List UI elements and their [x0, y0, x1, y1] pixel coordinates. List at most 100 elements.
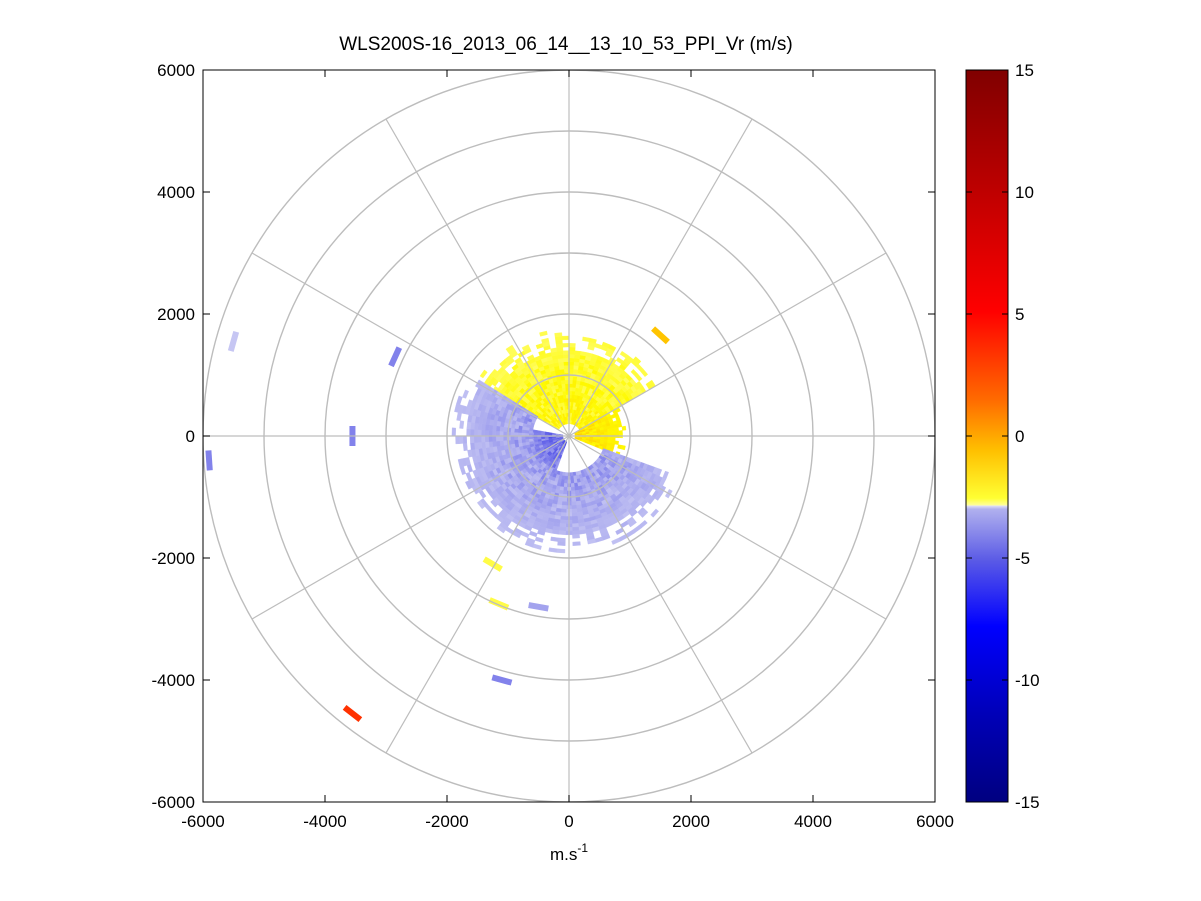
velocity-cell — [572, 541, 581, 546]
velocity-cell — [561, 501, 567, 506]
velocity-cell — [568, 364, 575, 370]
x-tick-label: 4000 — [794, 812, 832, 831]
velocity-cell — [568, 346, 576, 352]
velocity-cell — [473, 429, 478, 437]
x-axis-label-base: m.s — [550, 845, 577, 864]
velocity-cell — [558, 530, 566, 536]
velocity-cell — [510, 439, 515, 445]
velocity-cell — [614, 430, 620, 435]
velocity-cell — [570, 475, 574, 481]
isolated-return — [342, 704, 363, 723]
velocity-cell — [571, 504, 577, 510]
velocity-cell — [628, 519, 637, 528]
velocity-cell — [640, 368, 649, 377]
velocity-cell — [560, 376, 566, 381]
isolated-return — [528, 602, 549, 612]
velocity-cell — [561, 497, 568, 503]
velocity-cell — [480, 435, 486, 443]
velocity-cell — [540, 436, 545, 440]
velocity-cell — [484, 435, 489, 443]
velocity-cell — [544, 431, 549, 435]
velocity-cell — [462, 389, 469, 399]
velocity-cell — [477, 429, 482, 437]
chart-title: WLS200S-16_2013_06_14__13_10_53_PPI_Vr (… — [339, 34, 793, 55]
velocity-cell — [603, 431, 609, 436]
velocity-cell — [476, 500, 486, 510]
velocity-cell — [614, 440, 619, 445]
velocity-cell — [557, 537, 566, 543]
velocity-cell — [488, 430, 493, 437]
velocity-cell — [513, 439, 519, 444]
isolated-return — [388, 346, 403, 368]
velocity-cell — [495, 435, 500, 442]
velocity-cell — [563, 357, 570, 363]
velocity-cell — [561, 335, 570, 341]
region-north-sector-positive- — [479, 330, 656, 431]
velocity-cell — [455, 435, 460, 445]
velocity-cell — [562, 390, 567, 396]
velocity-cell — [568, 368, 574, 373]
velocity-cell — [561, 504, 567, 510]
velocity-cell — [537, 436, 542, 440]
velocity-cell — [588, 337, 597, 344]
velocity-cell — [551, 529, 560, 535]
colorbar-tick-label: -5 — [1015, 549, 1030, 568]
velocity-cell — [614, 427, 619, 432]
velocity-cell — [469, 428, 475, 437]
velocity-cell — [571, 512, 578, 517]
velocity-cell — [563, 486, 568, 492]
velocity-cell — [462, 442, 468, 452]
velocity-cell — [524, 540, 535, 548]
velocity-cell — [570, 483, 575, 488]
isolated-return — [205, 450, 213, 471]
velocity-cell — [491, 430, 497, 437]
azimuth-spoke — [568, 435, 753, 754]
velocity-cell — [502, 431, 508, 437]
region-south-sector-negative- — [451, 379, 673, 554]
velocity-cell — [562, 394, 567, 399]
velocity-cell — [634, 373, 643, 382]
y-axis-ticks: 6000 4000 2000 0 -2000 -4000 -6000 — [152, 61, 935, 812]
velocity-cell — [573, 479, 578, 484]
velocity-cell — [517, 439, 523, 444]
velocity-cell — [499, 426, 505, 432]
x-axis-ticks: -6000 -4000 -2000 0 2000 4000 6000 — [181, 70, 954, 831]
velocity-cell — [650, 508, 659, 518]
velocity-cell — [480, 429, 486, 437]
velocity-cell — [477, 435, 482, 443]
velocity-cell — [521, 438, 526, 443]
velocity-cell — [617, 422, 623, 428]
velocity-cell — [554, 332, 563, 338]
velocity-cell — [479, 369, 488, 379]
velocity-cell — [456, 395, 463, 405]
velocity-cell — [571, 523, 579, 528]
data-layer — [205, 326, 673, 723]
velocity-cell — [610, 427, 616, 432]
velocity-cell — [647, 495, 656, 505]
y-tick-label: -4000 — [152, 671, 195, 690]
colorbar-tick-label: 5 — [1015, 305, 1024, 324]
velocity-cell — [563, 364, 570, 370]
azimuth-spoke — [385, 118, 570, 437]
velocity-cell — [528, 438, 534, 442]
velocity-cell — [495, 430, 500, 437]
velocity-cell — [502, 435, 508, 441]
velocity-cell — [570, 497, 577, 503]
velocity-cell — [572, 530, 580, 536]
azimuth-spoke — [568, 118, 753, 437]
velocity-cell — [574, 350, 582, 356]
velocity-cell — [470, 442, 476, 451]
y-tick-label: 2000 — [157, 305, 195, 324]
velocity-cell — [618, 430, 623, 435]
velocity-cell — [587, 538, 596, 545]
velocity-cell — [572, 534, 580, 539]
velocity-cell — [499, 435, 504, 442]
velocity-cell — [568, 354, 575, 359]
velocity-cell — [537, 430, 542, 434]
velocity-cell — [466, 421, 472, 430]
velocity-cell — [568, 357, 575, 363]
velocity-cell — [563, 354, 570, 359]
velocity-cell — [611, 537, 621, 545]
velocity-cell — [550, 536, 559, 542]
velocity-cell — [490, 499, 499, 508]
